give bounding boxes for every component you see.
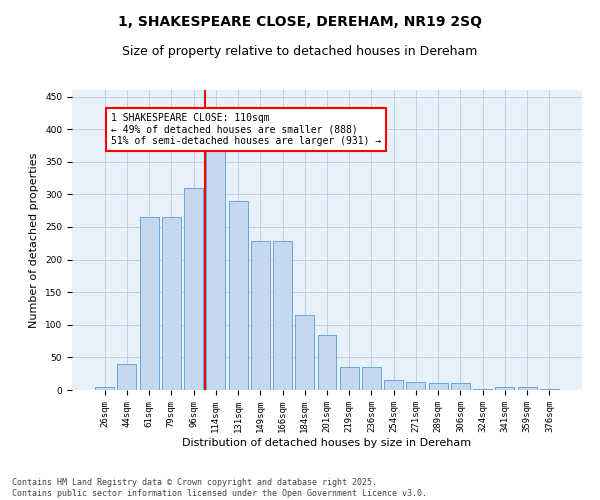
Text: 1 SHAKESPEARE CLOSE: 110sqm
← 49% of detached houses are smaller (888)
51% of se: 1 SHAKESPEARE CLOSE: 110sqm ← 49% of det… [112,113,382,146]
Bar [384,380,403,390]
Bar [251,242,270,390]
Y-axis label: Number of detached properties: Number of detached properties [29,152,40,328]
Bar [451,384,470,390]
Bar [95,386,114,390]
Bar [473,388,492,390]
Bar [140,217,158,390]
Text: 1, SHAKESPEARE CLOSE, DEREHAM, NR19 2SQ: 1, SHAKESPEARE CLOSE, DEREHAM, NR19 2SQ [118,15,482,29]
Bar [118,364,136,390]
Bar [206,146,225,390]
X-axis label: Distribution of detached houses by size in Dereham: Distribution of detached houses by size … [182,438,472,448]
Bar [518,386,536,390]
Bar [406,382,425,390]
Bar [317,334,337,390]
Bar [229,201,248,390]
Bar [496,386,514,390]
Bar [184,188,203,390]
Bar [340,367,359,390]
Bar [162,217,181,390]
Text: Size of property relative to detached houses in Dereham: Size of property relative to detached ho… [122,45,478,58]
Bar [429,384,448,390]
Bar [362,367,381,390]
Bar [273,242,292,390]
Text: Contains HM Land Registry data © Crown copyright and database right 2025.
Contai: Contains HM Land Registry data © Crown c… [12,478,427,498]
Bar [295,315,314,390]
Bar [540,388,559,390]
